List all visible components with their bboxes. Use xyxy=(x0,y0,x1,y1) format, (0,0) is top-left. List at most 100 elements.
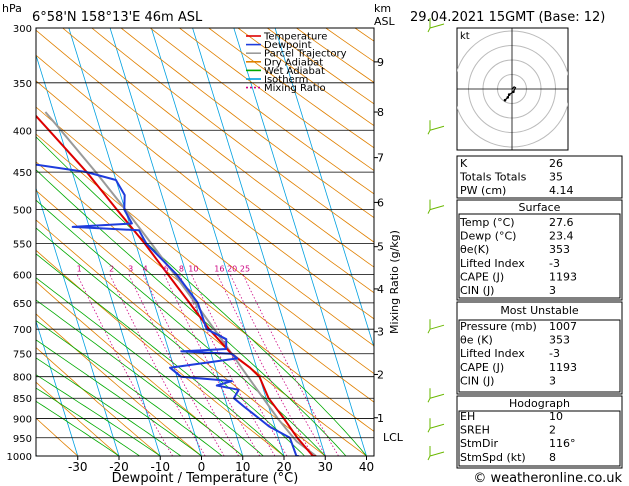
unstable-row-label: Pressure (mb) xyxy=(460,320,537,333)
km-tick-label: 8 xyxy=(377,106,384,119)
x-tick-label: -30 xyxy=(68,460,88,474)
isotherm-line xyxy=(233,28,367,456)
unstable-row-value: 1193 xyxy=(549,361,577,374)
wind-barb xyxy=(427,319,445,334)
x-tick-label: 0 xyxy=(198,460,206,474)
surface-row-value: 353 xyxy=(549,243,570,256)
unstable-row-label: θe (K) xyxy=(460,334,493,347)
pressure-tick-label: 550 xyxy=(13,239,32,250)
hodograph-row-value: 8 xyxy=(549,451,556,464)
mixing-ratio-line xyxy=(242,274,339,456)
km-tick-label: 7 xyxy=(377,152,384,165)
wet-adiabat-line xyxy=(36,357,182,456)
wind-barb xyxy=(427,120,445,135)
hodograph-row-value: 116° xyxy=(549,437,576,450)
wind-barb xyxy=(427,18,445,33)
legend-label: Wet Adiabat xyxy=(264,66,325,77)
location-title: 6°58'N 158°13'E 46m ASL xyxy=(32,10,203,25)
surface-row-value: 3 xyxy=(549,284,556,297)
hodograph-point xyxy=(507,93,511,96)
wind-barb xyxy=(427,388,445,403)
pressure-tick-label: 850 xyxy=(13,394,32,405)
mixing-ratio-line xyxy=(109,274,206,456)
surface-row-value: 27.6 xyxy=(549,216,574,229)
isotherm-line xyxy=(192,28,326,456)
mixing-ratio-label: 16 xyxy=(214,264,224,273)
isotherm-line xyxy=(36,53,161,456)
km-unit-label: km xyxy=(374,2,391,15)
mixing-ratio-line xyxy=(163,274,261,456)
surface-row-value: 23.4 xyxy=(549,230,574,243)
km-tick-label: 6 xyxy=(377,196,384,209)
mixing-ratio-line xyxy=(142,274,239,456)
hodograph-unit-label: kt xyxy=(460,31,470,42)
isotherm-line xyxy=(274,28,374,349)
mixing-ratio-label: 3 xyxy=(128,264,133,273)
pressure-tick-label: 950 xyxy=(13,434,32,445)
surface-row-value: -3 xyxy=(549,257,560,270)
pressure-tick-label: 800 xyxy=(13,373,32,384)
x-tick-label: -20 xyxy=(109,460,129,474)
datetime-title: 29.04.2021 15GMT (Base: 12) xyxy=(410,10,605,25)
km-tick-label: 4 xyxy=(377,283,384,296)
mixing-ratio-line xyxy=(191,274,288,456)
wind-barb xyxy=(427,418,445,433)
unstable-row-label: CAPE (J) xyxy=(460,361,504,374)
mixing-ratio-label: 25 xyxy=(240,264,250,273)
x-tick-label: 10 xyxy=(235,460,250,474)
wet-adiabat-line xyxy=(36,339,202,456)
mixing-ratio-line xyxy=(128,274,225,456)
mixing-ratio-line xyxy=(229,274,327,456)
dry-adiabat-line xyxy=(36,381,120,456)
pressure-tick-label: 400 xyxy=(13,126,32,137)
index-k-label: K xyxy=(460,157,468,170)
hodograph-row-value: 10 xyxy=(549,410,563,423)
pressure-tick-label: 450 xyxy=(13,168,32,179)
surface-section-title: Surface xyxy=(519,201,561,214)
surface-row-label: Temp (°C) xyxy=(459,216,515,229)
wet-adiabat-line xyxy=(36,400,120,456)
unstable-row-value: 3 xyxy=(549,374,556,387)
index-k-value: 26 xyxy=(549,157,563,170)
isotherm-line xyxy=(68,28,202,456)
km-tick-label: 5 xyxy=(377,241,384,254)
mixing-ratio-label: 4 xyxy=(143,264,148,273)
pressure-unit-label: hPa xyxy=(2,2,22,15)
legend-label: Isotherm xyxy=(264,75,308,86)
lcl-label: LCL xyxy=(383,431,404,444)
skewt-plot: 3003504004505005506006507007508008509009… xyxy=(7,18,445,474)
surface-row-label: CAPE (J) xyxy=(460,270,504,283)
plot-frame xyxy=(36,28,374,456)
dry-adiabat-line xyxy=(36,347,161,456)
pressure-tick-label: 300 xyxy=(13,24,32,35)
legend-label: Mixing Ratio xyxy=(264,83,326,94)
legend-label: Temperature xyxy=(263,32,327,43)
asl-unit-label: ASL xyxy=(374,15,396,28)
dry-adiabat-line xyxy=(36,313,202,456)
mixing-ratio-axis-label: Mixing Ratio (g/kg) xyxy=(388,230,401,334)
isotherm-line xyxy=(36,319,79,456)
pressure-tick-label: 750 xyxy=(13,350,32,361)
unstable-row-value: 353 xyxy=(549,334,570,347)
dry-adiabat-line xyxy=(36,29,374,294)
mixing-ratio-label: 2 xyxy=(109,264,114,273)
unstable-row-label: Lifted Index xyxy=(460,347,525,360)
hodograph-row-label: EH xyxy=(460,410,475,423)
surface-row-label: Lifted Index xyxy=(460,257,525,270)
dry-adiabat-line xyxy=(120,28,374,219)
index-pw-cm--value: 4.14 xyxy=(549,184,574,197)
legend-label: Dry Adiabat xyxy=(264,57,323,68)
wet-adiabat-line xyxy=(36,374,161,456)
x-axis-label: Dewpoint / Temperature (°C) xyxy=(112,471,299,486)
surface-row-label: CIN (J) xyxy=(460,284,494,297)
hodograph-section-title: Hodograph xyxy=(509,397,570,410)
most-unstable-section-title: Most Unstable xyxy=(500,304,579,317)
wet-adiabat-line xyxy=(36,387,140,456)
wet-adiabat-line xyxy=(36,320,223,456)
unstable-row-label: CIN (J) xyxy=(460,374,494,387)
x-tick-label: -10 xyxy=(150,460,170,474)
km-tick-label: 1 xyxy=(377,412,384,425)
x-tick-label: 20 xyxy=(276,460,291,474)
mixing-ratio-label: 8 xyxy=(179,264,184,273)
